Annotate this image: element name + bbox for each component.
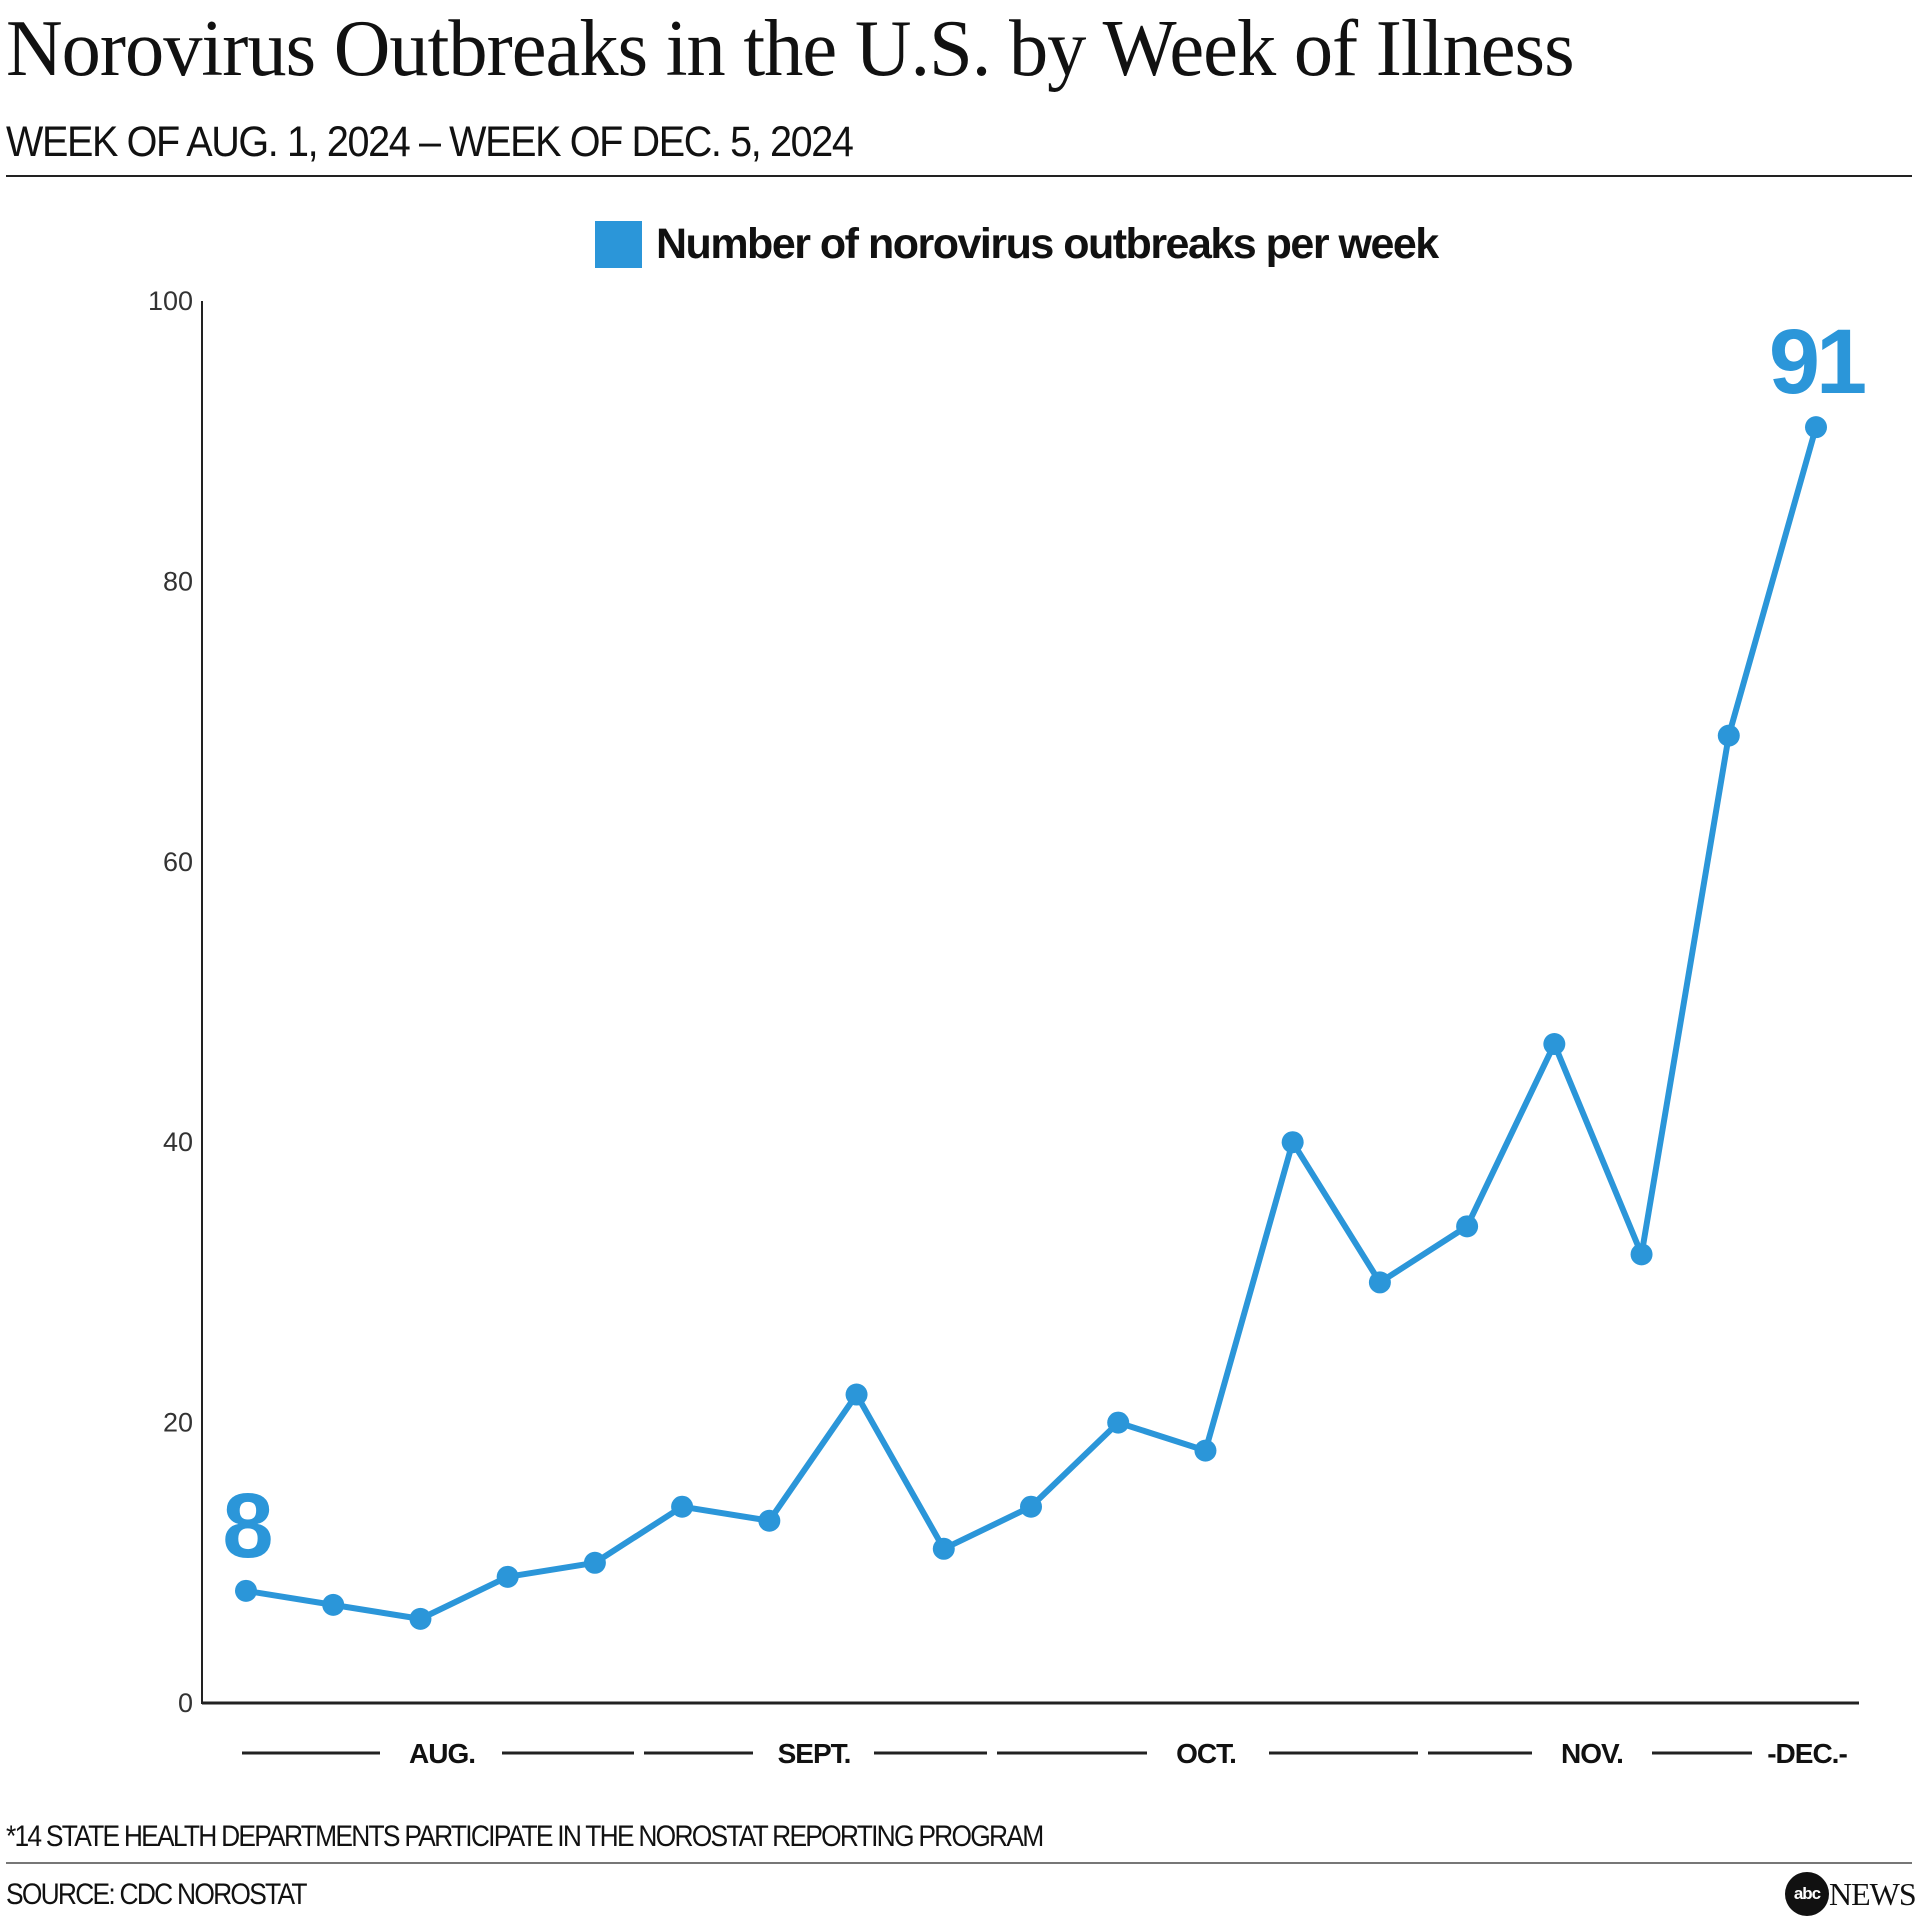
data-point [1020, 1495, 1042, 1518]
data-point [322, 1593, 345, 1616]
chart-subtitle: WEEK OF AUG. 1, 2024 – WEEK OF DEC. 5, 2… [6, 118, 854, 166]
abc-logo-circle: abc [1785, 1872, 1829, 1916]
chart-title: Norovirus Outbreaks in the U.S. by Week … [6, 5, 1575, 93]
news-wordmark: NEWS [1829, 1875, 1917, 1912]
data-point [845, 1383, 868, 1406]
series-line [245, 426, 1819, 1622]
data-point [671, 1495, 694, 1518]
x-month-label: SEPT. [778, 1738, 851, 1769]
data-point [1368, 1271, 1391, 1294]
data-point [583, 1551, 606, 1574]
y-tick-label: 100 [148, 286, 193, 316]
data-point [409, 1607, 432, 1630]
source-note: SOURCE: CDC NOROSTAT [6, 1878, 307, 1911]
y-tick-label: 0 [178, 1688, 193, 1718]
data-point [1281, 1131, 1304, 1154]
header-divider [6, 175, 1912, 177]
data-label: 8 [222, 1475, 271, 1577]
x-month-label: -DEC.- [1767, 1738, 1847, 1769]
data-point [1805, 416, 1827, 439]
footnote: *14 STATE HEALTH DEPARTMENTS PARTICIPATE… [6, 1820, 1044, 1853]
data-point [1456, 1215, 1479, 1238]
data-label: 91 [1769, 311, 1865, 413]
abc-news-logo: abc NEWS [1785, 1872, 1917, 1916]
y-tick-label: 60 [163, 847, 193, 877]
footer-divider [6, 1862, 1912, 1864]
data-point [235, 1579, 257, 1602]
data-point [1194, 1439, 1217, 1462]
y-tick-label: 80 [163, 566, 193, 596]
data-point [1630, 1243, 1653, 1266]
y-tick-label: 20 [163, 1408, 193, 1438]
y-tick-label: 40 [163, 1127, 193, 1157]
legend: Number of norovirus outbreaks per week [595, 220, 1439, 269]
data-point [1543, 1033, 1566, 1056]
data-point [496, 1565, 519, 1588]
data-point [932, 1537, 955, 1560]
x-month-label: OCT. [1176, 1738, 1236, 1769]
x-month-label: AUG. [409, 1738, 475, 1769]
data-point [1107, 1411, 1130, 1434]
data-point [1717, 724, 1740, 747]
x-month-label: NOV. [1561, 1738, 1623, 1769]
data-point [758, 1509, 781, 1532]
legend-swatch [595, 221, 642, 268]
legend-label: Number of norovirus outbreaks per week [656, 220, 1439, 268]
